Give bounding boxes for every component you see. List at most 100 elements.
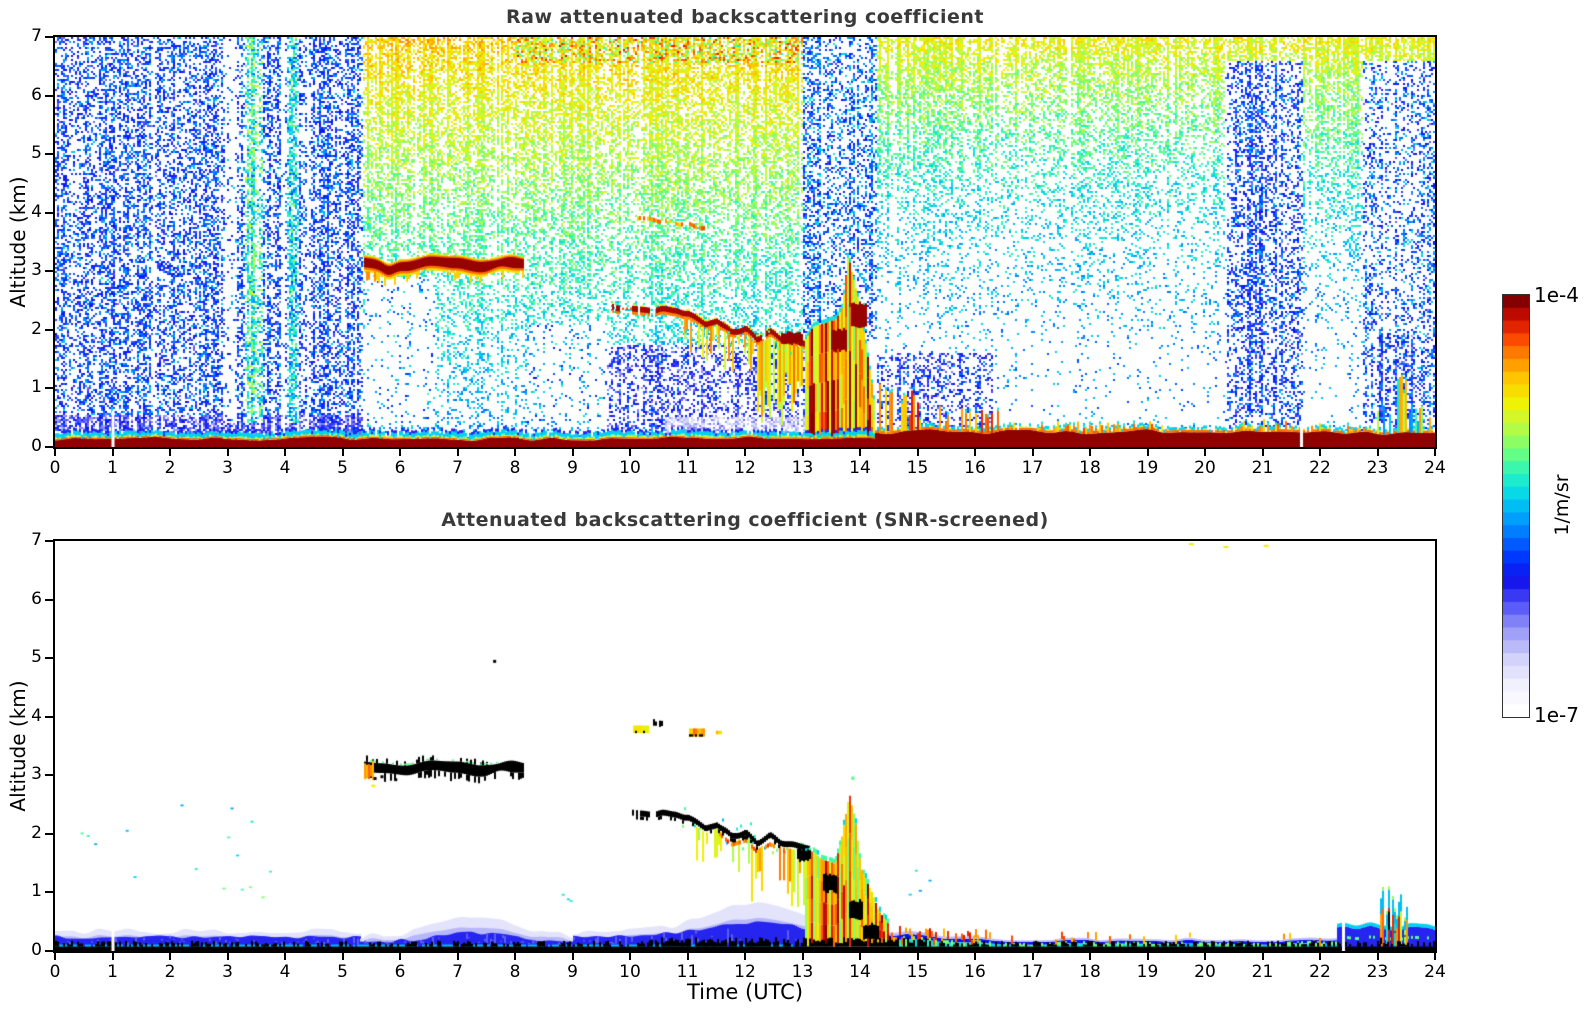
x-tick — [1031, 449, 1034, 456]
y-tick — [45, 891, 53, 894]
x-tick-label-top: 19 — [1136, 458, 1159, 478]
x-tick-label-top: 16 — [964, 458, 986, 478]
x-tick — [1319, 953, 1321, 960]
x-tick — [169, 953, 171, 960]
y-tick — [45, 950, 53, 952]
x-tick — [629, 449, 631, 456]
x-tick — [1089, 449, 1091, 456]
x-tick-label-bottom: 13 — [791, 962, 814, 982]
x-tick — [1434, 953, 1436, 960]
x-tick-label-top: 21 — [1251, 458, 1274, 478]
y-tick-label-top: 0 — [31, 436, 42, 456]
x-tick-label-bottom: 18 — [1079, 962, 1101, 982]
x-tick-label-bottom: 2 — [164, 962, 176, 982]
x-tick-label-top: 13 — [791, 458, 814, 478]
x-tick-label-bottom: 14 — [849, 962, 871, 982]
x-tick — [284, 953, 286, 960]
x-tick — [456, 953, 459, 960]
x-tick-label-bottom: 20 — [1194, 962, 1216, 982]
x-tick-label-top: 11 — [676, 458, 699, 478]
y-tick — [45, 657, 53, 660]
x-tick — [859, 953, 861, 960]
y-tick — [45, 446, 53, 448]
x-tick — [1146, 953, 1149, 960]
x-tick — [54, 449, 56, 456]
y-tick — [45, 832, 53, 835]
x-tick-label-top: 0 — [49, 458, 61, 478]
y-tick — [45, 540, 53, 542]
x-tick — [456, 449, 459, 456]
x-tick — [974, 449, 976, 456]
y-tick-label-bottom: 4 — [31, 705, 42, 726]
x-tick-label-top: 9 — [567, 458, 578, 478]
colorbar — [1502, 294, 1530, 718]
x-tick-label-bottom: 4 — [279, 962, 291, 982]
x-tick-label-bottom: 16 — [964, 962, 986, 982]
y-axis-label-bottom: Altitude (km) — [6, 680, 30, 812]
y-tick-label-top: 6 — [31, 84, 42, 105]
x-tick — [859, 449, 861, 456]
x-tick-label-top: 17 — [1021, 458, 1044, 478]
x-tick-label-top: 10 — [619, 458, 641, 478]
x-tick — [399, 449, 401, 456]
x-tick — [514, 449, 516, 456]
x-tick — [801, 449, 804, 456]
x-tick — [514, 953, 516, 960]
x-tick — [169, 449, 171, 456]
y-tick-label-bottom: 5 — [31, 647, 42, 668]
x-tick-label-bottom: 12 — [734, 962, 756, 982]
x-tick — [571, 953, 574, 960]
x-tick — [341, 449, 344, 456]
y-tick — [45, 774, 53, 777]
x-tick-label-bottom: 19 — [1136, 962, 1159, 982]
x-tick-label-top: 4 — [279, 458, 291, 478]
x-tick-label-top: 7 — [452, 458, 463, 478]
x-tick — [284, 449, 286, 456]
x-tick-label-bottom: 17 — [1021, 962, 1044, 982]
x-tick-label-bottom: 6 — [394, 962, 406, 982]
x-tick-label-bottom: 5 — [337, 962, 348, 982]
x-tick — [1146, 449, 1149, 456]
x-tick — [341, 953, 344, 960]
x-tick-label-bottom: 7 — [452, 962, 463, 982]
x-tick-label-top: 6 — [394, 458, 406, 478]
x-tick-label-bottom: 8 — [509, 962, 521, 982]
x-tick — [744, 449, 746, 456]
colorbar-gradient — [1503, 295, 1529, 717]
screened-panel — [53, 539, 1437, 953]
colorbar-max-label: 1e-4 — [1534, 283, 1579, 307]
y-tick-label-bottom: 3 — [31, 764, 42, 785]
x-tick-label-top: 3 — [222, 458, 233, 478]
x-tick — [111, 953, 114, 960]
x-tick — [916, 449, 919, 456]
screened-panel-heatmap — [55, 541, 1435, 951]
x-tick-label-top: 12 — [734, 458, 756, 478]
x-tick — [744, 953, 746, 960]
x-tick — [399, 953, 401, 960]
x-tick-label-top: 15 — [906, 458, 929, 478]
x-tick — [1319, 449, 1321, 456]
x-tick — [801, 953, 804, 960]
y-tick-label-bottom: 0 — [31, 940, 42, 960]
x-tick — [1261, 953, 1264, 960]
x-tick-label-bottom: 1 — [107, 962, 118, 982]
x-tick-label-bottom: 11 — [676, 962, 699, 982]
y-tick — [45, 153, 53, 156]
y-tick-label-bottom: 7 — [31, 530, 42, 550]
x-tick-label-top: 24 — [1424, 458, 1446, 478]
x-tick-label-top: 1 — [107, 458, 118, 478]
y-tick-label-top: 5 — [31, 143, 42, 164]
x-tick — [1376, 449, 1379, 456]
x-tick-label-bottom: 3 — [222, 962, 233, 982]
x-tick — [1204, 449, 1206, 456]
x-tick-label-top: 18 — [1079, 458, 1101, 478]
x-tick — [1434, 449, 1436, 456]
colorbar-min-label: 1e-7 — [1534, 703, 1579, 727]
x-tick-label-bottom: 22 — [1309, 962, 1331, 982]
x-tick-label-bottom: 9 — [567, 962, 578, 982]
y-tick-label-top: 4 — [31, 201, 42, 222]
x-tick-label-top: 23 — [1366, 458, 1389, 478]
x-tick — [571, 449, 574, 456]
x-tick-label-bottom: 21 — [1251, 962, 1274, 982]
x-tick — [629, 953, 631, 960]
